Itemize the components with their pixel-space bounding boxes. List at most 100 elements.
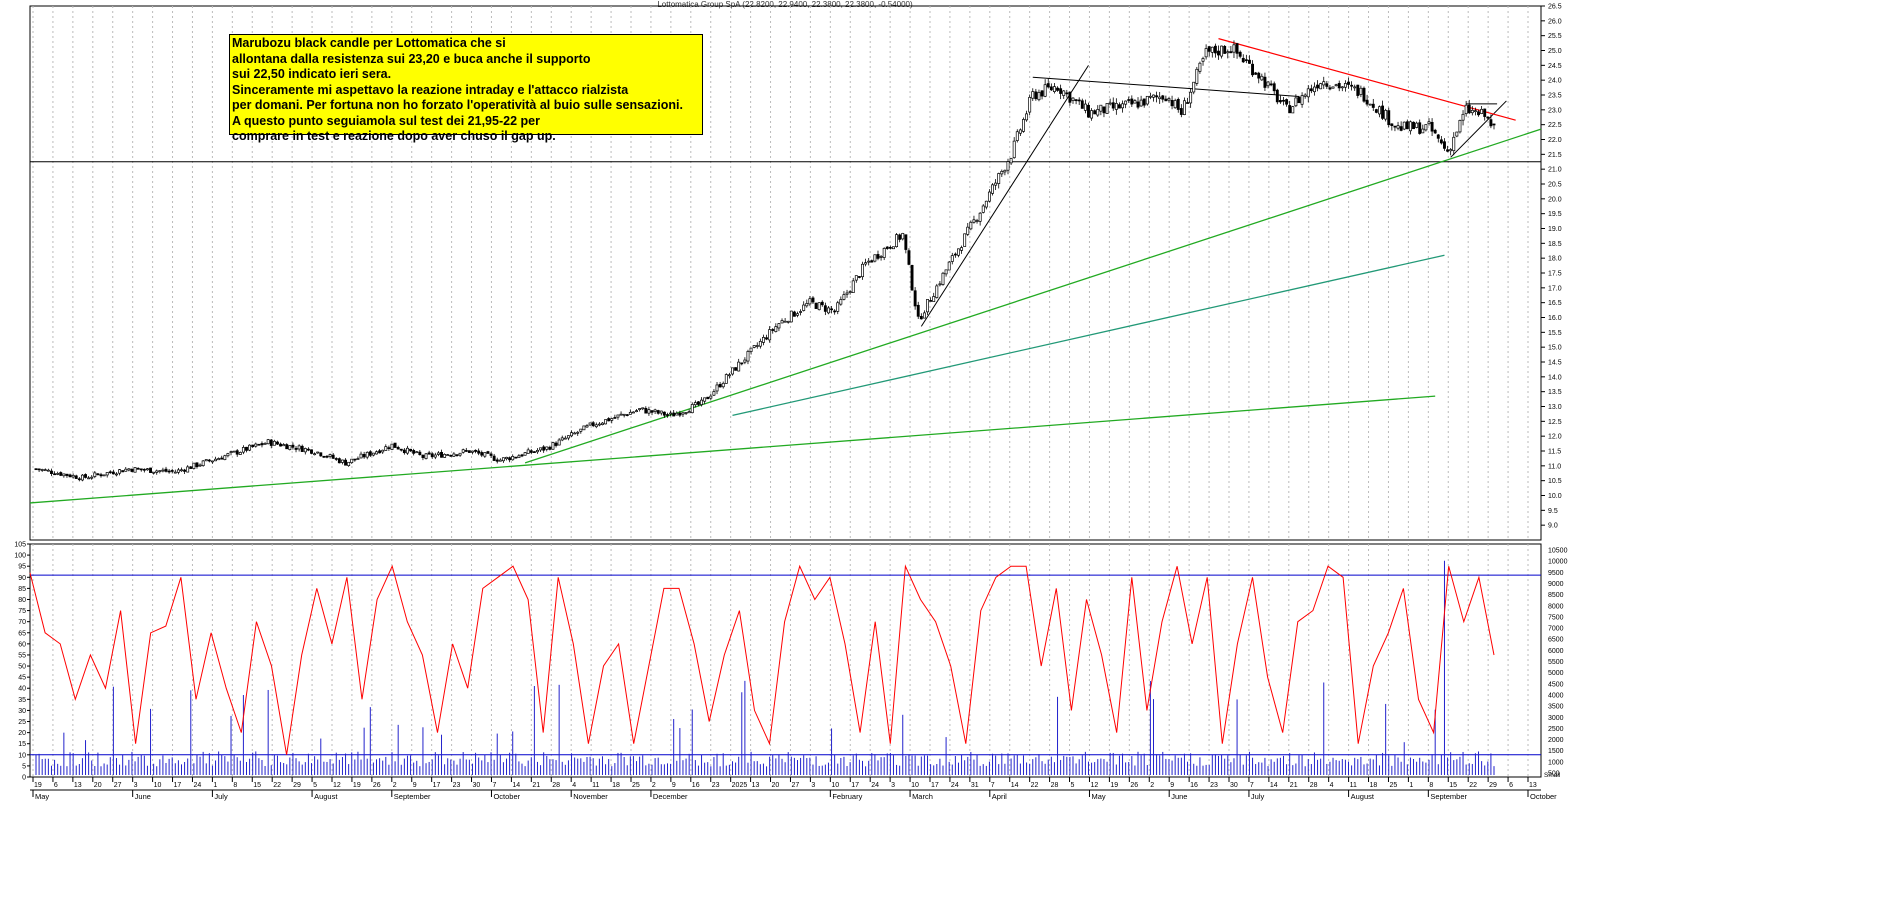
candle-up xyxy=(1408,121,1412,132)
candle-down xyxy=(108,471,112,474)
candle-down xyxy=(1269,83,1273,86)
candle-up xyxy=(229,451,233,453)
x-tick-label: 3 xyxy=(811,782,815,789)
price-y-tick-label: 11.5 xyxy=(1548,449,1561,456)
x-tick-label: 16 xyxy=(1190,782,1198,789)
candle-up xyxy=(594,424,598,428)
candle-up xyxy=(133,467,137,473)
candle-down xyxy=(467,450,471,453)
candle-down xyxy=(393,442,397,448)
month-label: November xyxy=(573,792,608,801)
candle-up xyxy=(511,456,515,461)
candle-down xyxy=(235,450,239,455)
month-label: September xyxy=(1430,792,1467,801)
osc-left-tick-label: 25 xyxy=(18,719,26,726)
candle-up xyxy=(1210,46,1214,53)
candle-down xyxy=(449,454,453,457)
candle-up xyxy=(210,460,214,463)
annotation-line-3: sui 22,50 indicato ieri sera. xyxy=(232,67,392,81)
candle-up xyxy=(895,234,899,248)
candle-down xyxy=(1278,100,1282,103)
candle-down xyxy=(1217,50,1220,56)
candle-up xyxy=(40,469,44,471)
price-y-tick-label: 24.0 xyxy=(1548,78,1562,85)
osc-left-tick-label: 70 xyxy=(18,619,26,626)
candle-up xyxy=(966,226,970,235)
x-tick-label: 17 xyxy=(851,782,859,789)
osc-left-tick-label: 50 xyxy=(18,664,26,671)
candle-down xyxy=(898,234,902,240)
osc-left-tick-label: 40 xyxy=(18,686,26,693)
candle-up xyxy=(1108,102,1112,105)
candle-up xyxy=(783,320,787,323)
osc-left-tick-label: 45 xyxy=(18,675,26,682)
candle-up xyxy=(152,471,156,474)
x-tick-label: 20 xyxy=(94,782,102,789)
x-tick-label: 23 xyxy=(453,782,461,789)
candle-down xyxy=(1328,87,1332,90)
candle-up xyxy=(622,413,626,416)
candle-down xyxy=(542,446,546,451)
candle-up xyxy=(864,262,868,265)
x-tick-label: 24 xyxy=(193,782,201,789)
candle-up xyxy=(693,402,697,406)
candle-up xyxy=(786,320,790,323)
candle-down xyxy=(888,247,892,249)
candle-up xyxy=(1071,97,1075,101)
candle-down xyxy=(260,443,264,446)
x-tick-label: 18 xyxy=(1370,782,1378,789)
candle-up xyxy=(1028,97,1032,113)
candle-up xyxy=(1378,106,1381,115)
candle-up xyxy=(731,367,734,375)
x-tick-label: 4 xyxy=(1330,782,1334,789)
x-tick-label: 9 xyxy=(1170,782,1174,789)
x-tick-label: 13 xyxy=(1529,782,1537,789)
osc-left-tick-label: 30 xyxy=(18,708,26,715)
x-tick-label: 12 xyxy=(1090,782,1098,789)
candle-up xyxy=(1319,83,1323,90)
candle-up xyxy=(176,469,180,473)
candle-down xyxy=(53,473,57,476)
candle-up xyxy=(201,460,205,466)
candle-up xyxy=(579,428,583,432)
candle-up xyxy=(1294,97,1298,107)
candle-up xyxy=(755,345,759,347)
osc-left-tick-label: 5 xyxy=(22,763,26,770)
candle-down xyxy=(1127,99,1131,101)
candle-down xyxy=(830,308,834,311)
candle-down xyxy=(84,474,87,478)
candle-up xyxy=(1083,103,1087,111)
x-tick-label: 27 xyxy=(114,782,122,789)
candle-up xyxy=(1003,169,1007,173)
month-label: October xyxy=(1530,792,1557,801)
candle-down xyxy=(1179,108,1183,115)
x-tick-label: 7 xyxy=(991,782,995,789)
candle-down xyxy=(706,396,710,400)
candle-up xyxy=(604,419,608,425)
candle-up xyxy=(1461,113,1465,121)
candle-down xyxy=(1161,95,1165,100)
x-tick-label: 19 xyxy=(1110,782,1118,789)
volume-tick-label: 9500 xyxy=(1548,570,1564,577)
candle-up xyxy=(1303,94,1307,97)
candle-down xyxy=(613,417,617,419)
x-tick-label: 4 xyxy=(572,782,576,789)
candle-up xyxy=(799,311,803,313)
price-y-tick-label: 20.5 xyxy=(1548,182,1562,189)
x-tick-label: 12 xyxy=(333,782,341,789)
price-y-tick-label: 16.5 xyxy=(1548,300,1562,307)
candle-up xyxy=(1384,109,1388,120)
x-tick-label: 7 xyxy=(1250,782,1254,789)
month-label: December xyxy=(653,792,688,801)
x-tick-label: 11 xyxy=(1350,782,1357,789)
candle-down xyxy=(464,450,468,452)
candle-up xyxy=(789,310,793,323)
month-label: February xyxy=(832,792,862,801)
candle-down xyxy=(1248,59,1251,64)
candle-down xyxy=(672,412,676,417)
candle-up xyxy=(746,351,750,362)
candle-down xyxy=(532,451,536,453)
candle-down xyxy=(1439,139,1443,144)
x-tick-label: 3 xyxy=(891,782,895,789)
candle-down xyxy=(319,452,323,457)
